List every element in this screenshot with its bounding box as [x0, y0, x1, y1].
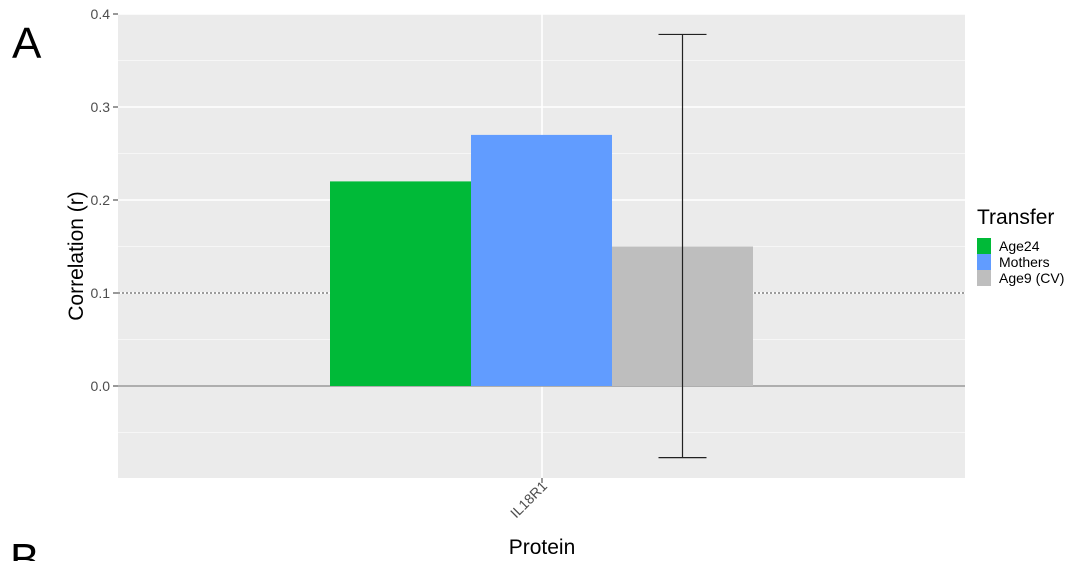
bar-mothers	[471, 134, 612, 386]
y-tick-label: 0.1	[91, 285, 111, 301]
y-tick-label: 0.0	[91, 378, 111, 394]
bar-age24	[330, 181, 471, 386]
legend-label-2: Mothers	[999, 254, 1050, 270]
legend-key-2	[977, 254, 991, 270]
y-axis-ticks: 0.0 0.1 0.2 0.3 0.4	[91, 6, 118, 394]
legend-label-3: Age9 (CV)	[999, 270, 1064, 286]
panel-label-b: B	[10, 535, 39, 561]
panel-label-a: A	[12, 19, 42, 68]
y-tick-label: 0.2	[91, 192, 111, 208]
legend-key-1	[977, 238, 991, 254]
x-tick-label: IL18R1	[507, 478, 550, 521]
legend-title: Transfer	[977, 206, 1054, 229]
y-axis-title: Correlation (r)	[65, 191, 88, 321]
legend-key-3	[977, 270, 991, 286]
error-bars	[658, 33, 707, 459]
x-axis-ticks: IL18R1	[507, 478, 550, 521]
y-tick-label: 0.3	[91, 99, 111, 115]
y-tick-label: 0.4	[91, 6, 111, 22]
x-axis-title: Protein	[509, 536, 576, 559]
legend-label-1: Age24	[999, 238, 1040, 254]
